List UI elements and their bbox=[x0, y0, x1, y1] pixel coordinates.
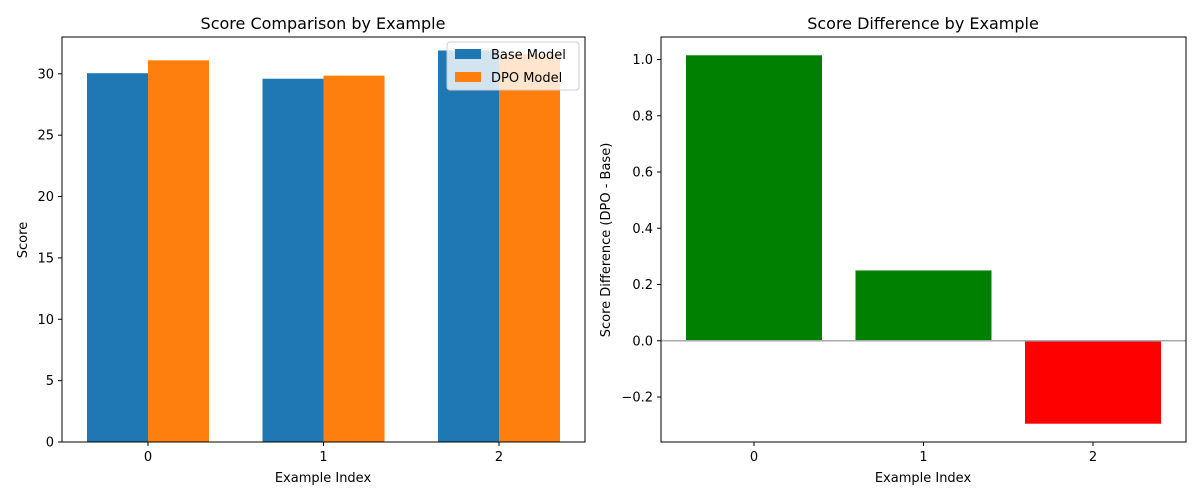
x-tick-label: 0 bbox=[750, 450, 758, 465]
left-plot-frame bbox=[61, 36, 586, 443]
y-tick-label: 0.6 bbox=[632, 166, 653, 181]
legend: Base Model DPO Model bbox=[446, 41, 580, 91]
bar-dpo-model-2 bbox=[499, 54, 560, 442]
y-tick-label: 15 bbox=[37, 251, 54, 266]
y-tick-label: 20 bbox=[37, 190, 54, 205]
y-tick-label: 1.0 bbox=[632, 53, 653, 68]
y-tick-label: 0.2 bbox=[632, 278, 653, 293]
difference-bar-1 bbox=[855, 270, 992, 341]
bar-dpo-model-1 bbox=[323, 75, 385, 442]
bar-base-model-0 bbox=[87, 73, 148, 443]
y-tick-label: 0 bbox=[46, 436, 54, 451]
x-tick-label: 1 bbox=[319, 450, 327, 465]
y-tick-label: 10 bbox=[37, 313, 54, 328]
right-x-axis-label: Example Index bbox=[875, 471, 972, 486]
legend-label-dpo-model: DPO Model bbox=[491, 71, 562, 86]
bar-base-model-1 bbox=[262, 78, 324, 443]
right-plot-frame bbox=[660, 36, 1187, 443]
y-tick-label: 30 bbox=[37, 67, 54, 82]
score-comparison-chart: Score Comparison by Example 051015202530… bbox=[16, 14, 586, 486]
score-difference-chart: Score Difference by Example −0.2 0.0 0.2 0.… bbox=[599, 14, 1187, 486]
x-tick-label: 2 bbox=[495, 450, 503, 465]
y-tick-label: −0.2 bbox=[621, 391, 653, 406]
left-y-axis-label: Score bbox=[16, 222, 31, 258]
y-tick-label: 25 bbox=[37, 129, 54, 144]
right-chart-title: Score Difference by Example bbox=[807, 14, 1039, 33]
bar-base-model-2 bbox=[438, 50, 499, 442]
y-tick-label: 0.4 bbox=[632, 222, 653, 237]
y-tick-label: 5 bbox=[46, 374, 54, 389]
y-tick-label: 0.8 bbox=[632, 109, 653, 124]
difference-bar-2 bbox=[1025, 340, 1161, 424]
difference-bar-0 bbox=[686, 55, 822, 341]
legend-swatch-dpo-model bbox=[455, 72, 481, 82]
x-tick-label: 2 bbox=[1089, 450, 1097, 465]
left-x-axis-label: Example Index bbox=[275, 471, 372, 486]
legend-label-base-model: Base Model bbox=[491, 48, 566, 63]
y-tick-label: 0.0 bbox=[632, 334, 653, 349]
legend-swatch-base-model bbox=[455, 49, 481, 59]
right-y-axis-label: Score Difference (DPO - Base) bbox=[599, 143, 614, 338]
x-tick-label: 0 bbox=[144, 450, 152, 465]
x-tick-label: 1 bbox=[919, 450, 927, 465]
left-chart-title: Score Comparison by Example bbox=[201, 14, 446, 33]
bar-dpo-model-0 bbox=[148, 60, 209, 443]
